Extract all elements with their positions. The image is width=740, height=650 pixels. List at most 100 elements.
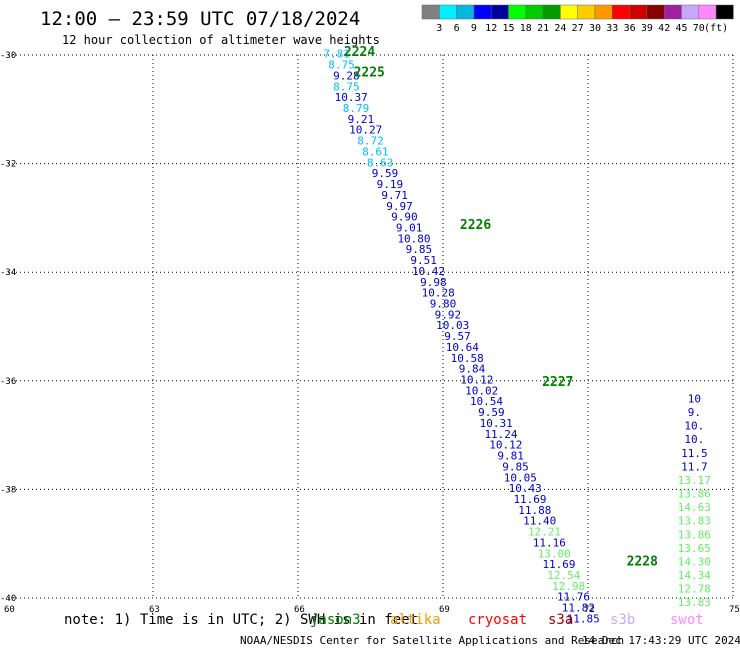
swh-value-label: 10.43 (509, 482, 542, 495)
swh-value-label: 11.5 (681, 447, 708, 460)
color-scale-swatch (681, 4, 700, 20)
swh-value-label: 10.31 (480, 417, 513, 430)
color-scale-label: 39 (641, 23, 653, 34)
swh-value-label: 11.69 (542, 558, 575, 571)
color-scale-swatch (439, 4, 457, 20)
swh-value-label: 11.88 (518, 504, 551, 517)
swh-value-label: 8.63 (367, 156, 394, 169)
swh-value-label: 8.75 (333, 80, 360, 93)
color-scale-label: 30 (589, 23, 601, 34)
swh-value-label: 11.7 (681, 460, 708, 473)
swh-value-label: 9.59 (478, 406, 505, 419)
color-scale-label: 24 (554, 23, 566, 34)
swh-value-label: 9.71 (381, 189, 408, 202)
y-tick-label: -34 (0, 268, 16, 278)
swh-value-label: 13.65 (678, 542, 711, 555)
swh-value-label: 10.54 (470, 395, 503, 408)
swh-value-label: 10.12 (489, 439, 522, 452)
color-scale-label: 18 (520, 23, 532, 34)
swh-value-label: 9.85 (502, 460, 529, 473)
color-scale-swatch (560, 4, 578, 20)
satellite-legend-s3b: s3b (610, 612, 636, 628)
color-scale-swatch (646, 4, 665, 20)
footer-credit: NOAA/NESDIS Center for Satellite Applica… (240, 634, 625, 647)
color-scale-swatch (715, 4, 734, 20)
swh-value-label: 12.21 (528, 526, 561, 539)
x-tick-label: 69 (439, 605, 450, 615)
swh-value-label: 7.81 (323, 48, 350, 61)
color-scale-swatch (612, 4, 630, 20)
color-scale-label: 3 (436, 23, 442, 34)
x-tick-label: 72 (584, 605, 595, 615)
swh-value-label: 12.98 (552, 580, 585, 593)
swh-value-label: 13.17 (678, 474, 711, 487)
swh-value-label: 10 (688, 393, 701, 406)
x-tick-label: 63 (149, 605, 160, 615)
swh-value-label: 11.82 (562, 602, 595, 615)
swh-value-label: 9.92 (435, 308, 462, 321)
y-tick-label: -30 (0, 51, 16, 61)
swh-value-label: 10.12 (460, 374, 493, 387)
color-scale-label: 42 (658, 23, 670, 34)
color-scale-swatch (577, 4, 596, 20)
y-tick-label: -32 (0, 160, 16, 170)
swh-value-label: 8.72 (357, 135, 384, 148)
y-tick-label: -38 (0, 485, 16, 495)
color-scale-label: 15 (502, 23, 514, 34)
swh-value-label: 8.79 (343, 102, 370, 115)
color-scale-swatch (508, 4, 527, 20)
footer-timestamp: 14 Dec 17:43:29 UTC 2024 (582, 634, 740, 647)
color-scale-swatch (421, 4, 440, 20)
satellite-legend-swot: swot (670, 612, 704, 628)
color-scale-label: 33 (606, 23, 618, 34)
swh-value-label: 10.64 (446, 341, 479, 354)
color-scale-unit: (ft) (704, 23, 728, 34)
swh-value-label: 13.00 (538, 547, 571, 560)
swh-value-label: 13.83 (678, 596, 711, 609)
pass-number-label: 2225 (354, 66, 385, 81)
swh-value-label: 11.76 (557, 591, 590, 604)
y-tick-label: -36 (0, 377, 16, 387)
swh-value-label: 10. (684, 420, 704, 433)
swh-value-label: 11.85 (567, 612, 600, 625)
pass-number-label: 2228 (627, 554, 658, 569)
color-scale-swatch (594, 4, 613, 20)
color-scale-swatch (698, 4, 717, 20)
color-scale-swatch (629, 4, 648, 20)
color-scale-label: 6 (454, 23, 460, 34)
color-scale-label: 21 (537, 23, 549, 34)
swh-value-label: 13.86 (678, 528, 711, 541)
swh-value-label: 11.24 (484, 428, 517, 441)
color-scale-swatch (525, 4, 544, 20)
swh-value-label: 9.01 (396, 221, 423, 234)
swh-value-label: 10.05 (504, 471, 537, 484)
swh-value-label: 12.78 (678, 583, 711, 596)
swh-value-label: 11.16 (533, 536, 566, 549)
swh-value-label: 9.90 (391, 211, 418, 224)
swh-value-label: 12.54 (547, 569, 580, 582)
x-tick-label: 66 (294, 605, 305, 615)
color-scale-label: 45 (675, 23, 687, 34)
swh-value-label: 9.85 (406, 243, 433, 256)
color-scale-label: 27 (572, 23, 584, 34)
color-scale-label: 12 (485, 23, 497, 34)
footer-note: note: 1) Time is in UTC; 2) SWH is in fe… (64, 612, 419, 628)
swh-value-label: 9.51 (410, 254, 437, 267)
y-tick-label: -40 (0, 594, 16, 604)
color-scale-swatch (490, 4, 509, 20)
swh-value-label: 9.19 (377, 178, 404, 191)
swh-value-label: 10.37 (335, 91, 368, 104)
swh-value-label: 14.34 (678, 569, 711, 582)
x-tick-label: 60 (4, 605, 15, 615)
color-scale-swatch (663, 4, 682, 20)
swh-value-label: 10. (684, 433, 704, 446)
swh-value-label: 11.69 (513, 493, 546, 506)
swh-value-label: 10.80 (397, 232, 430, 245)
swh-value-label: 10.28 (422, 287, 455, 300)
swh-value-label: 9. (688, 406, 701, 419)
swh-value-label: 10.27 (349, 124, 382, 137)
color-scale-label: 70 (693, 23, 705, 34)
swh-value-label: 13.86 (678, 488, 711, 501)
swh-value-label: 13.83 (678, 515, 711, 528)
color-scale-swatch (456, 4, 475, 20)
